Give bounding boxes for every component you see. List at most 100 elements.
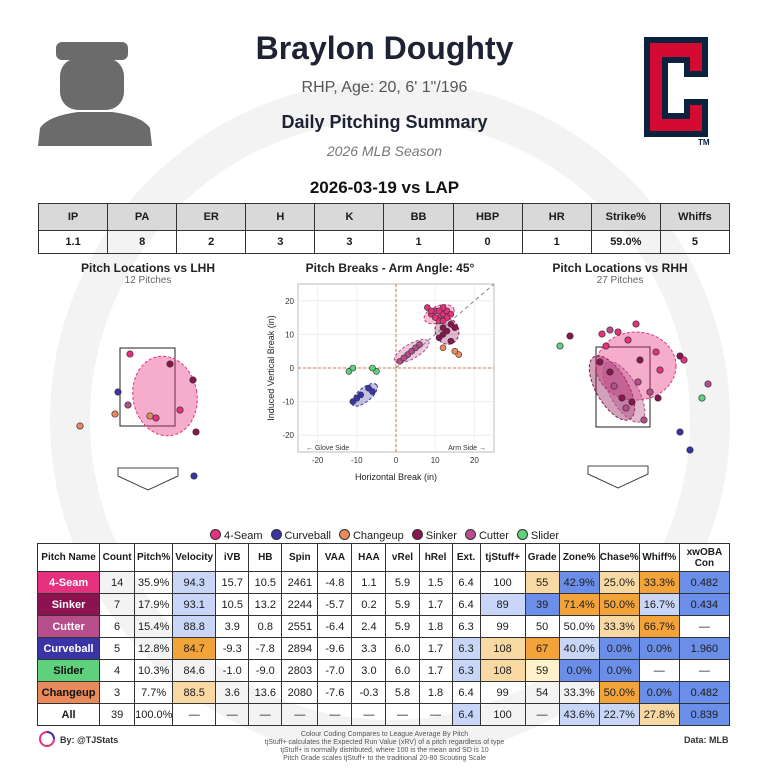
pitch-break-chart: -20 -10 0 10 20 -20 -10 0 10 20 ← Glove Side Arm Si…: [266, 283, 495, 482]
location-point: [111, 410, 119, 418]
pitch-cell: 2894: [281, 637, 319, 660]
pitch-cell: 66.7%: [638, 615, 680, 638]
data-source: Data: MLB: [684, 735, 729, 745]
pitch-cell: —: [215, 703, 250, 726]
strike-zone: [595, 346, 651, 428]
pitch-cell: -7.0: [317, 659, 353, 682]
pitch-cell: —: [678, 659, 731, 682]
location-point: [614, 328, 622, 336]
pitch-cell: 42.9%: [558, 571, 600, 594]
location-point: [126, 350, 134, 358]
pitch-cell: 0.0%: [638, 681, 680, 704]
pitch-cell: 84.7: [172, 637, 217, 660]
footnote-line: Pitch Grade scales tjStuff+ to the tradi…: [283, 755, 486, 762]
location-point: [146, 412, 154, 420]
pitch-header: HAA: [351, 543, 387, 572]
break-point: [451, 347, 459, 355]
break-point: [439, 344, 447, 352]
pitch-cell: 1.1: [351, 571, 387, 594]
pitch-cell: 89: [479, 593, 526, 616]
line-header-k: K: [314, 203, 385, 231]
pitch-cell: -6.4: [317, 615, 353, 638]
pitch-cell: —: [524, 703, 560, 726]
pitch-cell: 17.9%: [134, 593, 174, 616]
pitch-cell: 0.482: [678, 571, 731, 594]
pitch-cell: -5.7: [317, 593, 353, 616]
pitch-cell: 0.0%: [638, 637, 680, 660]
pitch-cell: 84.6: [172, 659, 217, 682]
break-point: [435, 307, 443, 315]
report-title: Daily Pitching Summary: [281, 112, 488, 132]
pitch-header: VAA: [317, 543, 353, 572]
pitch-cell: 1.7: [418, 593, 453, 616]
pitch-cell: -9.3: [215, 637, 250, 660]
pitch-cell: 6.0: [385, 659, 420, 682]
pitch-cell: 3.3: [351, 637, 387, 660]
pitch-cell: 50.0%: [598, 681, 640, 704]
pitch-cell: 0.0%: [598, 637, 640, 660]
lhh-title: Pitch Locations vs LHH: [80, 261, 216, 275]
break-point: [439, 317, 447, 325]
pitch-row: Cutter 6 15.4% 88.8 3.9 0.8 2551 -6.4 2.4 5.9 1.8 6…: [36, 615, 731, 638]
pitch-cell: 0.0%: [558, 659, 600, 682]
pitch-cell: 99: [479, 681, 526, 704]
pitch-header: vRel: [385, 543, 420, 572]
legend-label: Curveball: [284, 530, 331, 542]
pitch-header: Whiff%: [638, 543, 680, 572]
pitch-cell: 6.4: [451, 571, 481, 594]
pitch-header: iVB: [215, 543, 250, 572]
pitch-cell: —: [172, 703, 217, 726]
line-value-er: 2: [176, 230, 247, 254]
pitch-cell: 16.7%: [638, 593, 680, 616]
pitch-cell: 88.5: [172, 681, 217, 704]
y-tick-label: 0: [290, 364, 295, 373]
pitch-cell: 35.9%: [134, 571, 174, 594]
location-point: [654, 394, 662, 402]
pitch-cell: 6.0: [385, 637, 420, 660]
x-tick-label: -10: [351, 456, 363, 465]
home-plate: [117, 467, 179, 491]
pitch-cell: 108: [479, 637, 526, 660]
pitch-cell: 100: [479, 703, 526, 726]
location-point: [76, 422, 84, 430]
footnotes: Colour Coding Compares to League Average…: [200, 731, 569, 763]
pitch-header: hRel: [418, 543, 453, 572]
break-point: [369, 388, 376, 395]
pitch-cell: 6: [99, 615, 136, 638]
pitch-cell: 1.5: [418, 571, 453, 594]
pitch-cell: 10.3%: [134, 659, 174, 682]
arm-side-label: Arm Side →: [448, 445, 486, 452]
location-point: [192, 428, 200, 436]
pitch-cell: -9.6: [317, 637, 353, 660]
pitch-row: All 39 100.0% — — — — — — — —6.4 100—43.6% 22.7% 27.8…: [36, 703, 731, 726]
pitch-cell: 50.0%: [598, 593, 640, 616]
pitch-cell: 6.3: [451, 637, 481, 660]
legend-marker: [270, 529, 282, 540]
pitch-cell: -9.0: [248, 659, 283, 682]
location-point: [676, 428, 684, 436]
pitch-cell: 108: [479, 659, 526, 682]
pitch-cell: 2461: [281, 571, 319, 594]
pitch-cell: 93.1: [172, 593, 217, 616]
pitch-cell: -4.8: [317, 571, 353, 594]
pitch-header: Pitch%: [134, 543, 174, 572]
pitch-cell: 2551: [281, 615, 319, 638]
rhh-subtitle: 27 Pitches: [596, 275, 644, 286]
break-point: [369, 364, 376, 372]
line-value-k: 3: [314, 230, 385, 254]
pitch-cell: 2244: [281, 593, 319, 616]
line-header-hr: HR: [521, 203, 592, 231]
pitch-cell: 0.482: [678, 681, 731, 704]
legend-label: Cutter: [478, 530, 509, 542]
location-point: [189, 376, 197, 384]
legend-marker: [411, 529, 423, 540]
lhh-location-plot: [76, 347, 200, 491]
line-value-h: 3: [245, 230, 316, 254]
pitch-cell: —: [317, 703, 353, 726]
location-point: [152, 414, 160, 422]
break-point: [416, 341, 423, 348]
rhh-panel-header: Pitch Locations vs RHH 27 Pitches: [510, 261, 730, 286]
legend-item-cutter: Cutter: [464, 529, 509, 542]
location-point: [646, 388, 654, 396]
pitch-cell: 3.6: [215, 681, 250, 704]
